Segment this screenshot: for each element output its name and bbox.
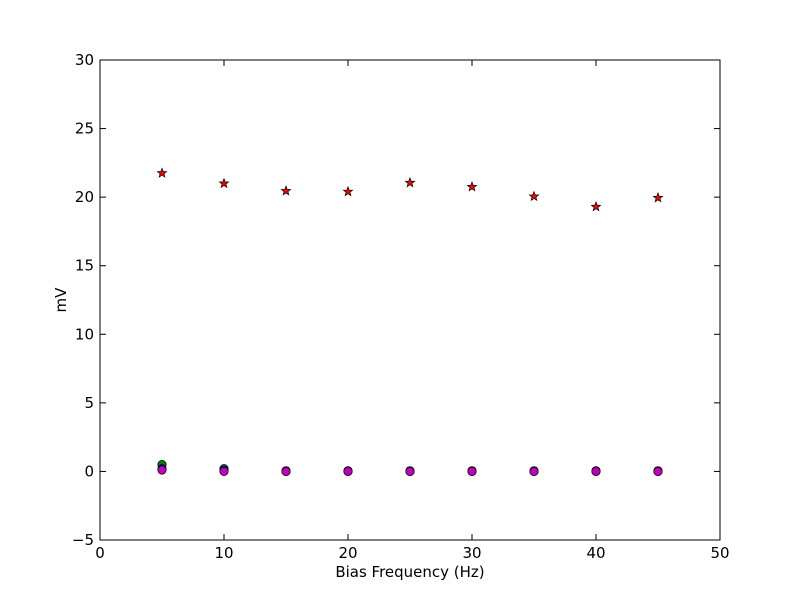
x-tick-label: 40 [586,544,605,562]
series-0 [156,167,664,212]
circle-point [343,466,353,476]
star-point [590,200,602,212]
star-point [652,192,664,203]
circle-point [219,466,229,476]
circle-point [591,466,601,476]
star-point [404,176,416,188]
y-tick-label: 25 [75,120,94,138]
y-tick-label: 10 [75,325,94,343]
y-tick-label: 20 [75,188,94,206]
x-tick-label: 50 [710,544,729,562]
x-axis-label: Bias Frequency (Hz) [335,563,484,581]
x-tick-label: 0 [95,544,105,562]
circle-point [529,466,539,476]
series-3 [157,465,663,476]
star-point [156,167,168,178]
marks-layer [156,167,664,476]
star-point [280,185,292,196]
y-tick-label: 15 [75,257,94,275]
x-tick-label: 10 [214,544,233,562]
x-tick-label: 20 [338,544,357,562]
star-point [466,181,478,192]
star-point [218,177,230,189]
circle-point [281,466,291,476]
star-point [342,185,354,197]
y-tick-label: −5 [72,531,94,549]
circle-point [653,466,663,476]
y-tick-label: 30 [75,51,94,69]
circle-point [467,466,477,476]
plot-frame [99,59,721,541]
y-tick-label: 0 [84,462,94,480]
star-point [528,190,540,202]
circle-point [405,466,415,476]
circle-point [157,465,167,475]
x-tick-label: 30 [462,544,481,562]
y-axis-label: mV [52,287,70,313]
y-tick-label: 5 [84,394,94,412]
